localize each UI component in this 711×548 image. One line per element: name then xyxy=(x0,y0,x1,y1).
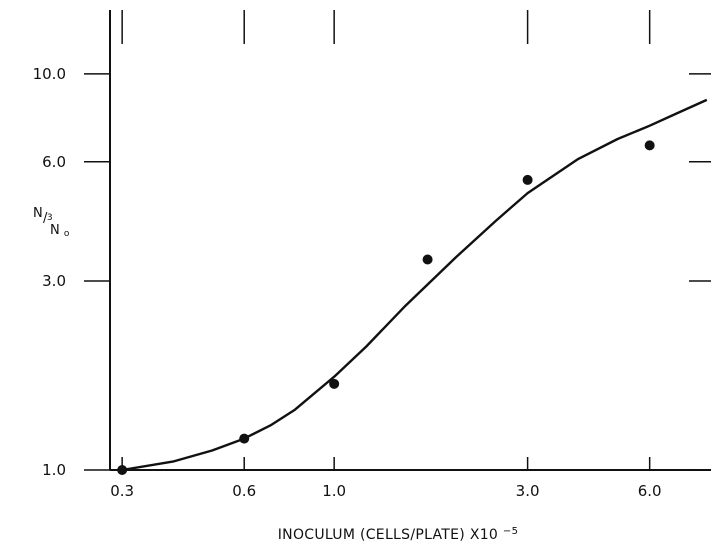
data-points-group xyxy=(117,140,655,475)
ticks xyxy=(84,10,711,471)
data-point xyxy=(644,140,655,151)
y-tick-label: 3.0 xyxy=(42,272,66,290)
data-point xyxy=(239,433,250,444)
y-title-num-letter: N xyxy=(33,206,43,221)
y-axis-title-denominator: N o xyxy=(50,223,70,239)
x-tick-label: 1.0 xyxy=(322,482,346,500)
x-tick-label: 3.0 xyxy=(516,482,540,500)
data-point xyxy=(422,254,433,265)
y-axis-title-numerator: N 3 xyxy=(33,206,53,223)
y-tick-label: 6.0 xyxy=(42,153,66,171)
fit-curve xyxy=(121,98,708,472)
y-title-den-letter: N xyxy=(50,223,60,238)
x-axis-title: INOCULUM (CELLS/PLATE) X10 −5 xyxy=(278,526,519,544)
x-tick-label: 6.0 xyxy=(638,482,662,500)
data-point xyxy=(117,465,128,475)
tick-labels: 0.3 0.6 1.0 3.0 6.0 1.0 3.0 6.0 10.0 xyxy=(33,65,662,500)
data-point xyxy=(522,174,533,185)
y-title-den-sub: o xyxy=(64,229,70,239)
x-axis-title-main: INOCULUM (CELLS/PLATE) X10 xyxy=(278,527,498,543)
y-axis-title: N 3 / N o xyxy=(33,206,70,239)
x-tick-label: 0.6 xyxy=(232,482,256,500)
y-tick-label: 10.0 xyxy=(33,65,66,83)
axes xyxy=(109,10,711,471)
y-title-num-sub: 3 xyxy=(47,213,53,223)
data-point xyxy=(329,378,340,389)
y-tick-label: 1.0 xyxy=(42,461,66,479)
x-axis-title-exponent: −5 xyxy=(503,526,518,537)
fit-curve-group xyxy=(121,98,708,472)
x-tick-label: 0.3 xyxy=(110,482,134,500)
y-axis-title-slash: / xyxy=(43,211,48,226)
